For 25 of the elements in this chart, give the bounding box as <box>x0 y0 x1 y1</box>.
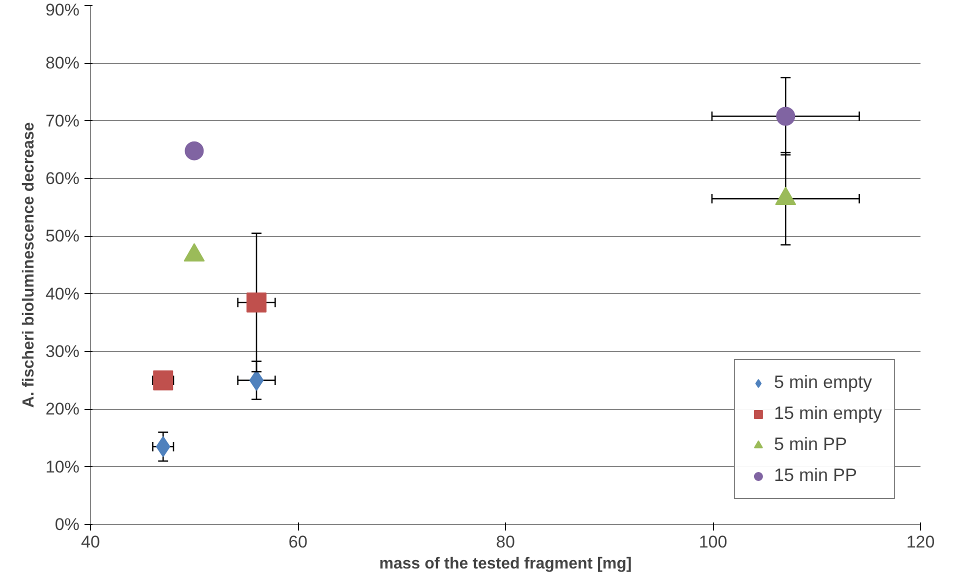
y-tick-label: 70% <box>45 111 80 130</box>
x-tick-label: 60 <box>288 532 308 552</box>
legend-label: 15 min PP <box>774 465 857 486</box>
y-tick-label: 10% <box>45 457 80 476</box>
y-tick-label: 90% <box>45 0 80 20</box>
y-tick-label: 40% <box>45 284 80 304</box>
legend-label: 15 min empty <box>774 403 882 424</box>
point <box>776 106 796 126</box>
y-tick-label: 60% <box>45 169 80 188</box>
y-tick-label: 30% <box>45 342 80 361</box>
point <box>153 370 174 390</box>
point <box>184 141 204 160</box>
x-tick-label: 120 <box>906 532 935 552</box>
x-axis-title: mass of the tested fragment [mg] <box>379 556 632 572</box>
x-tick-label: 100 <box>698 532 728 552</box>
x-tick-label: 40 <box>81 532 100 552</box>
point <box>246 292 266 312</box>
y-tick-label: 50% <box>45 226 80 246</box>
y-tick-label: 80% <box>45 54 80 73</box>
y-axis-title: A. fischeri bioluminescence decrease <box>20 122 38 408</box>
y-tick-label: 20% <box>45 400 80 419</box>
legend-label: 5 min PP <box>774 434 847 455</box>
legend-label: 5 min empty <box>774 372 872 393</box>
y-tick-label: 0% <box>54 515 80 534</box>
x-tick-label: 80 <box>496 532 515 552</box>
